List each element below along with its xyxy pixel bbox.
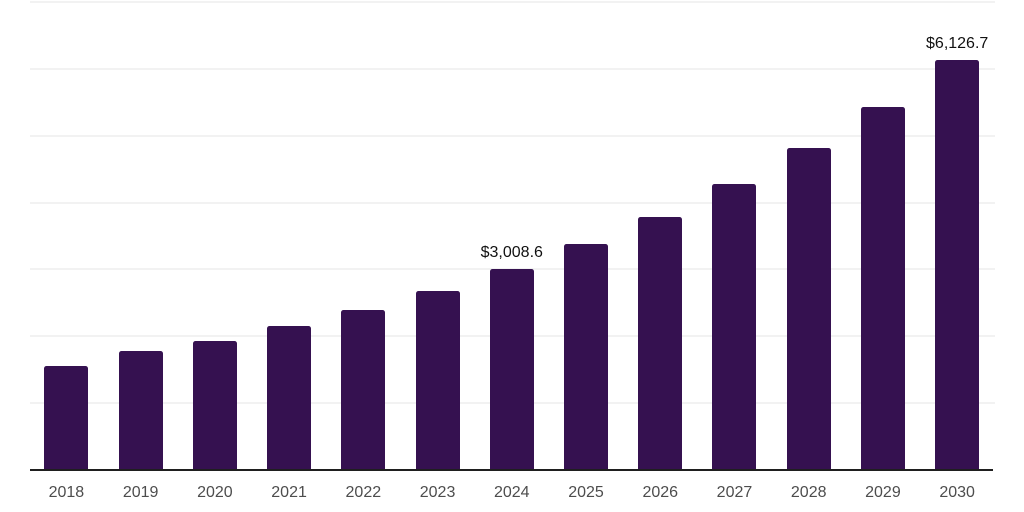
x-axis-line	[30, 469, 993, 471]
gridline	[30, 67, 995, 70]
data-label-2030: $6,126.7	[926, 35, 989, 53]
bar-2019	[118, 350, 163, 470]
x-tick-label-2022: 2022	[345, 484, 382, 501]
x-tick-label-2027: 2027	[716, 484, 753, 501]
data-label-2024: $3,008.6	[480, 243, 543, 261]
x-tick-label-2029: 2029	[865, 484, 901, 501]
bar-2018	[44, 366, 89, 470]
x-tick-label-2030: 2030	[939, 484, 975, 501]
x-tick-label-2019: 2019	[122, 484, 159, 501]
x-tick-label-2021: 2021	[271, 484, 307, 501]
bar-2027	[712, 183, 757, 470]
x-tick-label-2026: 2026	[642, 484, 679, 501]
bar-2026	[638, 216, 683, 470]
x-tick-label-2024: 2024	[493, 484, 530, 501]
bar-2025	[564, 244, 608, 470]
bar-2029	[860, 107, 905, 470]
bar-2028	[786, 148, 831, 470]
x-tick-label-2023: 2023	[419, 484, 456, 501]
x-tick-label-2018: 2018	[48, 484, 85, 501]
bar-2024	[489, 268, 534, 470]
gridline	[30, 1, 995, 3]
gridline	[30, 201, 995, 204]
bar-2023	[415, 291, 460, 470]
gridline	[30, 134, 995, 137]
bar-2021	[267, 325, 312, 470]
x-tick-label-2028: 2028	[790, 484, 827, 501]
bar-2020	[192, 340, 237, 470]
bar-2022	[341, 309, 386, 470]
bar-2030	[935, 60, 980, 470]
x-tick-label-2020: 2020	[197, 484, 233, 501]
x-tick-label-2025: 2025	[568, 484, 604, 501]
